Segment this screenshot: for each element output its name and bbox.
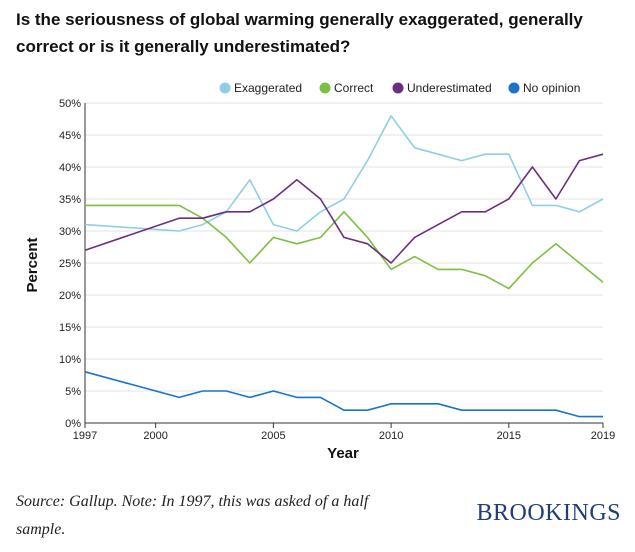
series-lines xyxy=(84,115,604,418)
legend-label: Underestimated xyxy=(407,81,492,95)
y-tick-label: 40% xyxy=(59,162,81,174)
y-tick-label: 15% xyxy=(59,322,81,334)
x-axis-title: Year xyxy=(327,445,359,462)
y-tick-label: 45% xyxy=(59,130,81,142)
x-tick-label: 2005 xyxy=(261,430,285,442)
chart-title: Is the seriousness of global warming gen… xyxy=(16,10,583,56)
y-tick-label: 5% xyxy=(65,386,81,398)
source-note: Source: Gallup. Note: In 1997, this was … xyxy=(16,493,369,538)
axes: 0% 5% 10% 15% 20% 25% 30% 35% 40% 45% 50% 1997 2000 2… xyxy=(24,98,615,462)
brand-logo: BROOKINGS xyxy=(476,500,621,526)
y-tick-label: 30% xyxy=(59,226,81,238)
legend-marker xyxy=(319,82,331,94)
y-axis-title: Percent xyxy=(24,237,41,292)
legend-item: Exaggerated xyxy=(219,81,302,95)
legend-item: Underestimated xyxy=(392,81,492,95)
x-tick-label: 2015 xyxy=(497,430,521,442)
y-tick-label: 25% xyxy=(59,258,81,270)
legend-item: Correct xyxy=(319,81,374,95)
legend-label: Exaggerated xyxy=(234,81,302,95)
x-tick-label: 2000 xyxy=(143,430,167,442)
x-tick-label: 1997 xyxy=(73,430,97,442)
line-chart: 0% 5% 10% 15% 20% 25% 30% 35% 40% 45% 50% 1997 2000 2… xyxy=(24,81,615,462)
x-tick-label: 2019 xyxy=(591,430,615,442)
legend-marker xyxy=(392,82,404,94)
y-tick-label: 20% xyxy=(59,290,81,302)
legend-marker xyxy=(508,82,520,94)
legend-label: No opinion xyxy=(523,81,580,95)
series-line-correct xyxy=(85,204,604,290)
x-tick-label: 2010 xyxy=(379,430,403,442)
series-line-no-opinion xyxy=(84,371,603,418)
legend: Exaggerated Correct Underestimated No opini… xyxy=(219,81,580,95)
y-tick-label: 10% xyxy=(59,354,81,366)
legend-marker xyxy=(219,82,231,94)
series-line-exaggerated xyxy=(84,115,604,232)
y-tick-label: 0% xyxy=(65,418,81,430)
grid xyxy=(85,102,603,392)
y-tick-label: 50% xyxy=(59,98,81,110)
legend-label: Correct xyxy=(334,81,374,95)
legend-item: No opinion xyxy=(508,81,580,95)
series-line-underestimated xyxy=(84,153,604,264)
y-tick-label: 35% xyxy=(59,194,81,206)
